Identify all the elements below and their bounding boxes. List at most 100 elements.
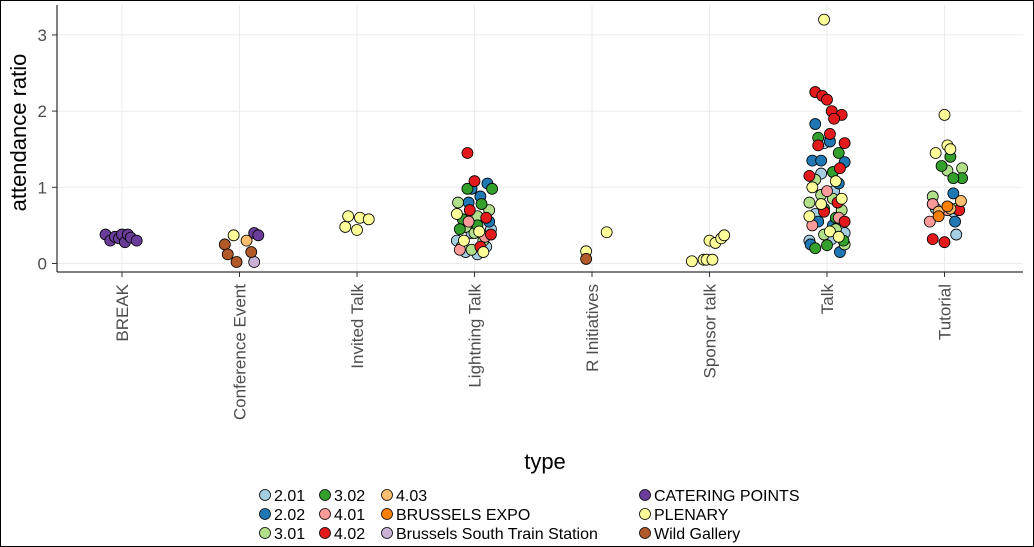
legend-swatch bbox=[319, 489, 331, 501]
data-point bbox=[221, 248, 234, 261]
data-point bbox=[245, 246, 258, 258]
data-point bbox=[248, 256, 261, 268]
gridlines bbox=[57, 5, 1023, 272]
data-point bbox=[838, 137, 851, 150]
legend-label: Wild Gallery bbox=[654, 526, 740, 543]
data-point bbox=[453, 223, 466, 236]
x-tick-label: Sponsor talk bbox=[701, 284, 720, 379]
legend-swatch bbox=[381, 527, 393, 539]
legend-label: BRUSSELS EXPO bbox=[396, 507, 530, 524]
legend-label: Brussels South Train Station bbox=[396, 526, 598, 543]
legend-label: PLENARY bbox=[654, 507, 729, 524]
legend-swatch bbox=[319, 527, 331, 539]
data-point bbox=[947, 187, 960, 200]
data-point bbox=[809, 242, 822, 255]
data-point bbox=[815, 154, 828, 167]
x-tick-label: R Initiatives bbox=[583, 284, 602, 372]
x-tick-label: Lightning Talk bbox=[466, 284, 485, 388]
y-axis-ticks: 0 1 2 3 bbox=[38, 26, 57, 274]
x-tick-label: Talk bbox=[818, 284, 837, 315]
y-tick-label: 2 bbox=[38, 102, 47, 121]
x-tick-label: Invited Talk bbox=[348, 284, 367, 369]
x-tick-label: Conference Event bbox=[231, 284, 250, 420]
data-point bbox=[803, 169, 816, 182]
data-point bbox=[339, 221, 352, 233]
data-point bbox=[835, 192, 848, 205]
x-tick-label: Tutorial bbox=[936, 284, 955, 340]
data-point bbox=[458, 234, 470, 247]
data-point bbox=[949, 215, 961, 228]
data-point bbox=[829, 175, 842, 188]
data-point bbox=[718, 229, 731, 242]
legend-label: 4.03 bbox=[396, 488, 427, 505]
legend: 2.01 2.02 3.01 3.02 4.01 4.02 4.03 BRUSSELS EXP… bbox=[259, 488, 800, 543]
data-point bbox=[342, 210, 355, 223]
legend-swatch bbox=[381, 508, 393, 520]
data-point bbox=[821, 239, 833, 252]
data-point bbox=[821, 93, 833, 106]
data-point bbox=[929, 147, 942, 159]
y-tick-label: 1 bbox=[38, 178, 47, 197]
y-tick-label: 3 bbox=[38, 26, 47, 45]
data-point bbox=[452, 196, 464, 209]
y-axis-title: attendance ratio bbox=[6, 54, 31, 212]
data-point bbox=[580, 253, 593, 265]
data-point bbox=[477, 246, 490, 258]
data-point bbox=[252, 229, 265, 242]
data-point bbox=[838, 215, 851, 228]
data-point bbox=[475, 198, 488, 210]
legend-swatch bbox=[639, 527, 651, 539]
data-point bbox=[955, 195, 967, 207]
legend-swatch bbox=[319, 508, 331, 520]
legend-swatch bbox=[639, 508, 651, 520]
data-point bbox=[486, 182, 499, 195]
legend-swatch bbox=[259, 508, 271, 520]
data-point bbox=[463, 204, 476, 217]
x-axis-title: type bbox=[524, 449, 566, 474]
data-point bbox=[809, 118, 822, 130]
data-point bbox=[941, 200, 954, 213]
data-point bbox=[450, 208, 463, 220]
data-point bbox=[351, 224, 363, 236]
data-point bbox=[828, 112, 840, 125]
legend-label: 3.02 bbox=[334, 488, 365, 505]
data-point bbox=[480, 211, 493, 224]
data-point bbox=[818, 13, 830, 26]
data-point bbox=[600, 226, 613, 239]
legend-label: 2.02 bbox=[274, 507, 305, 524]
data-point bbox=[227, 229, 240, 242]
data-point bbox=[947, 172, 960, 185]
data-point bbox=[944, 143, 957, 156]
data-point bbox=[832, 230, 845, 243]
data-point bbox=[473, 225, 486, 238]
data-point bbox=[824, 225, 836, 238]
data-point bbox=[240, 234, 253, 247]
legend-label: 2.01 bbox=[274, 488, 305, 505]
data-point bbox=[926, 233, 939, 246]
x-axis-ticks: BREAK Conference Event Invited Talk Lightni… bbox=[113, 272, 955, 420]
data-point bbox=[821, 185, 833, 198]
data-point bbox=[803, 196, 816, 209]
legend-swatch bbox=[639, 489, 651, 501]
legend-label: 4.02 bbox=[334, 526, 365, 543]
data-point bbox=[956, 162, 969, 175]
legend-swatch bbox=[259, 527, 271, 539]
data-point bbox=[938, 109, 951, 121]
data-point bbox=[832, 147, 845, 159]
data-point bbox=[806, 181, 819, 194]
data-point bbox=[938, 236, 951, 249]
data-point bbox=[923, 215, 936, 228]
data-point bbox=[462, 215, 475, 228]
data-point bbox=[130, 234, 143, 247]
legend-label: 3.01 bbox=[274, 526, 305, 543]
data-point bbox=[706, 253, 719, 266]
data-point bbox=[362, 213, 375, 226]
data-point bbox=[685, 255, 698, 268]
data-point bbox=[468, 175, 481, 188]
data-point bbox=[485, 228, 497, 241]
x-tick-label: BREAK bbox=[113, 283, 132, 341]
legend-label: 4.01 bbox=[334, 507, 365, 524]
legend-swatch bbox=[259, 489, 271, 501]
